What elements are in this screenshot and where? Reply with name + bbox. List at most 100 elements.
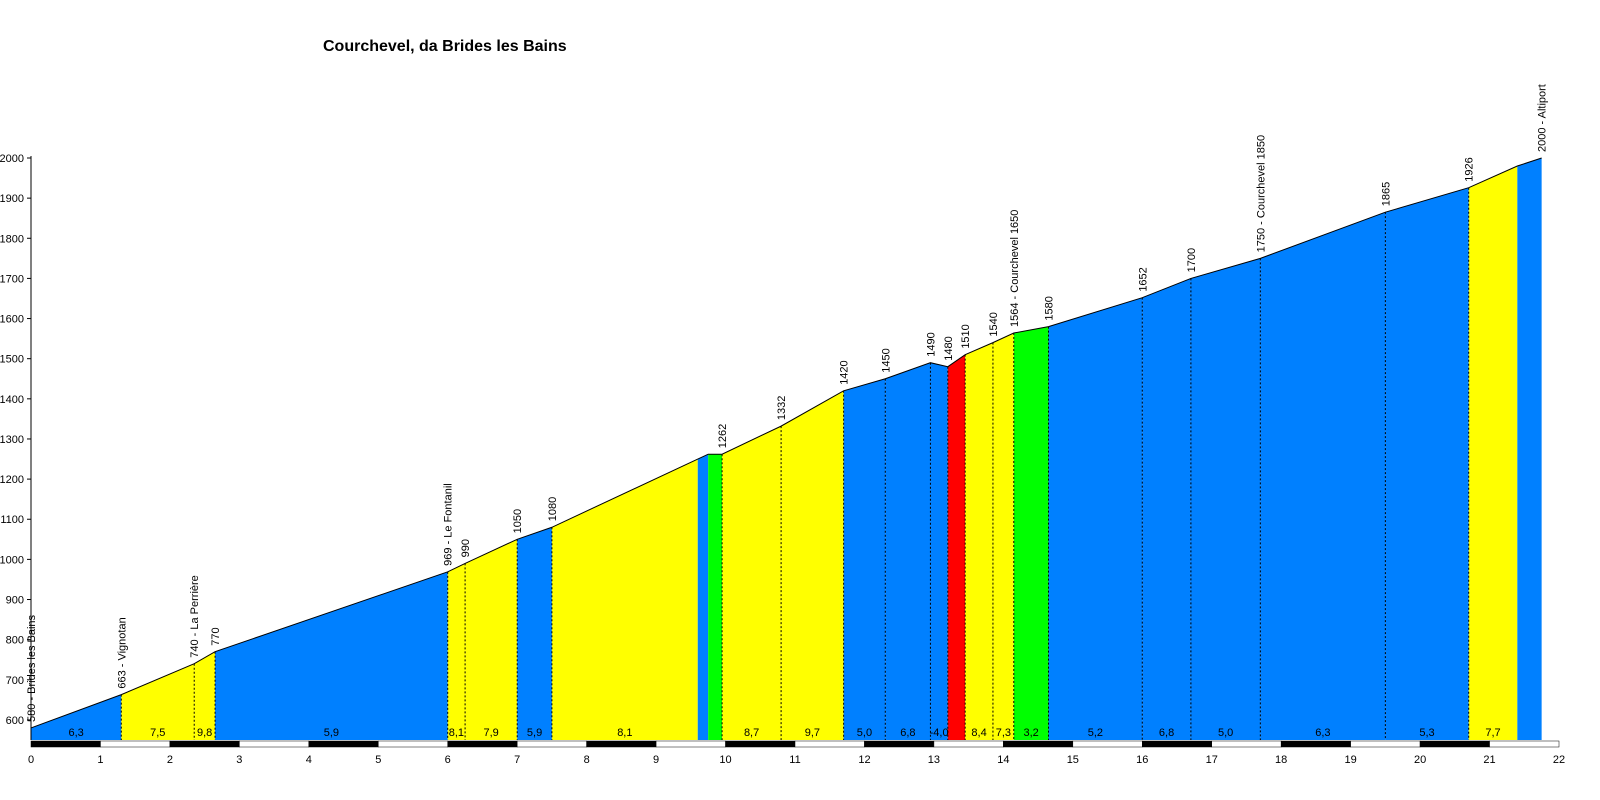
- km-bar-block-18: [1281, 741, 1350, 747]
- profile-segment-22: [1260, 212, 1385, 740]
- gradient-label-20: 6,8: [1159, 727, 1174, 739]
- x-tick-label-3: 3: [236, 754, 242, 766]
- y-tick-label-1900: 1900: [0, 193, 24, 205]
- point-label-5: 990: [460, 539, 472, 557]
- profile-segment-9: [708, 454, 722, 740]
- gradient-label-2: 9,8: [197, 727, 212, 739]
- point-label-7: 1080: [547, 497, 559, 521]
- point-label-1: 663 - Vignotan: [116, 617, 128, 688]
- x-tick-label-20: 20: [1414, 754, 1426, 766]
- km-bar-block-16: [1142, 741, 1211, 747]
- point-label-21: 1865: [1380, 182, 1392, 206]
- gradient-label-18: 3,2: [1023, 727, 1038, 739]
- km-bar-block-5: [378, 741, 447, 747]
- profile-segment-5: [465, 539, 517, 740]
- profile-segment-17: [993, 333, 1014, 740]
- point-label-2: 740 - La Perrière: [189, 575, 201, 658]
- x-tick-label-21: 21: [1483, 754, 1495, 766]
- x-tick-label-9: 9: [653, 754, 659, 766]
- km-bar-block-7: [517, 741, 586, 747]
- profile-segment-13: [885, 363, 930, 740]
- x-tick-label-10: 10: [719, 754, 731, 766]
- gradient-label-23: 5,3: [1419, 727, 1434, 739]
- km-bar-block-15: [1073, 741, 1142, 747]
- profile-segment-18: [1014, 327, 1049, 740]
- x-tick-label-14: 14: [997, 754, 1009, 766]
- y-tick-label-1700: 1700: [0, 273, 24, 285]
- x-tick-label-6: 6: [445, 754, 451, 766]
- y-tick-label-900: 900: [6, 595, 24, 607]
- gradient-label-7: 8,1: [617, 727, 632, 739]
- profile-segment-25: [1517, 158, 1541, 740]
- km-bar-block-21: [1490, 741, 1559, 747]
- y-tick-label-1500: 1500: [0, 354, 24, 366]
- gradient-label-19: 5,2: [1088, 727, 1103, 739]
- point-label-3: 770: [210, 627, 222, 645]
- profile-segment-8: [698, 454, 708, 740]
- x-tick-label-15: 15: [1067, 754, 1079, 766]
- profile-segment-24: [1469, 166, 1518, 740]
- gradient-label-10: 8,7: [744, 727, 759, 739]
- profile-segment-12: [844, 379, 886, 740]
- gradient-label-6: 5,9: [527, 727, 542, 739]
- x-tick-label-18: 18: [1275, 754, 1287, 766]
- point-label-4: 969 - Le Fontanil: [443, 483, 455, 566]
- point-label-15: 1540: [988, 312, 1000, 336]
- point-label-18: 1652: [1137, 267, 1149, 291]
- y-tick-label-1100: 1100: [0, 514, 24, 526]
- km-bar-block-1: [100, 741, 169, 747]
- x-tick-label-7: 7: [514, 754, 520, 766]
- gradient-label-12: 5,0: [857, 727, 872, 739]
- km-bar-block-11: [795, 741, 864, 747]
- gradient-label-21: 5,0: [1218, 727, 1233, 739]
- gradient-label-17: 7,3: [996, 727, 1011, 739]
- point-label-17: 1580: [1044, 296, 1056, 320]
- profile-segment-4: [448, 563, 465, 740]
- gradient-label-1: 7,5: [150, 727, 165, 739]
- x-tick-label-5: 5: [375, 754, 381, 766]
- point-label-22: 1926: [1464, 157, 1476, 181]
- x-tick-label-17: 17: [1206, 754, 1218, 766]
- gradient-label-13: 6,8: [900, 727, 915, 739]
- x-tick-label-8: 8: [584, 754, 590, 766]
- gradient-label-0: 6,3: [68, 727, 83, 739]
- km-bar-block-14: [1003, 741, 1072, 747]
- y-tick-label-1400: 1400: [0, 394, 24, 406]
- km-bar-block-12: [864, 741, 933, 747]
- y-tick-label-700: 700: [6, 675, 24, 687]
- profile-segment-23: [1385, 188, 1468, 740]
- gradient-label-4: 8,1: [449, 727, 464, 739]
- gradient-label-3: 5,9: [324, 727, 339, 739]
- y-tick-label-600: 600: [6, 715, 24, 727]
- profile-segment-16: [965, 343, 993, 740]
- km-bar-block-20: [1420, 741, 1489, 747]
- x-tick-label-11: 11: [789, 754, 800, 766]
- point-label-0: 580 - Brides les Bains: [26, 614, 38, 721]
- x-tick-label-13: 13: [928, 754, 940, 766]
- y-tick-label-1600: 1600: [0, 314, 24, 326]
- km-bar-block-19: [1351, 741, 1420, 747]
- profile-segment-11: [781, 391, 844, 740]
- point-label-13: 1480: [943, 336, 955, 360]
- y-tick-label-2000: 2000: [0, 153, 24, 165]
- profile-segment-14: [930, 363, 947, 740]
- x-tick-label-4: 4: [306, 754, 312, 766]
- point-label-20: 1750 - Courchevel 1850: [1255, 135, 1267, 252]
- point-label-23: 2000 - Altiport: [1537, 84, 1549, 152]
- profile-segment-15: [948, 355, 965, 740]
- profile-segment-6: [517, 527, 552, 740]
- km-bar-block-3: [239, 741, 308, 747]
- point-label-8: 1262: [717, 424, 729, 448]
- y-tick-label-1000: 1000: [0, 554, 24, 566]
- profile-segment-21: [1191, 258, 1260, 740]
- km-bar-block-4: [309, 741, 378, 747]
- profile-segment-20: [1142, 278, 1191, 740]
- x-tick-label-2: 2: [167, 754, 173, 766]
- y-tick-label-1200: 1200: [0, 474, 24, 486]
- y-tick-label-1300: 1300: [0, 434, 24, 446]
- km-bar-block-17: [1212, 741, 1281, 747]
- y-tick-label-1800: 1800: [0, 233, 24, 245]
- point-label-10: 1420: [839, 360, 851, 384]
- x-tick-label-1: 1: [97, 754, 103, 766]
